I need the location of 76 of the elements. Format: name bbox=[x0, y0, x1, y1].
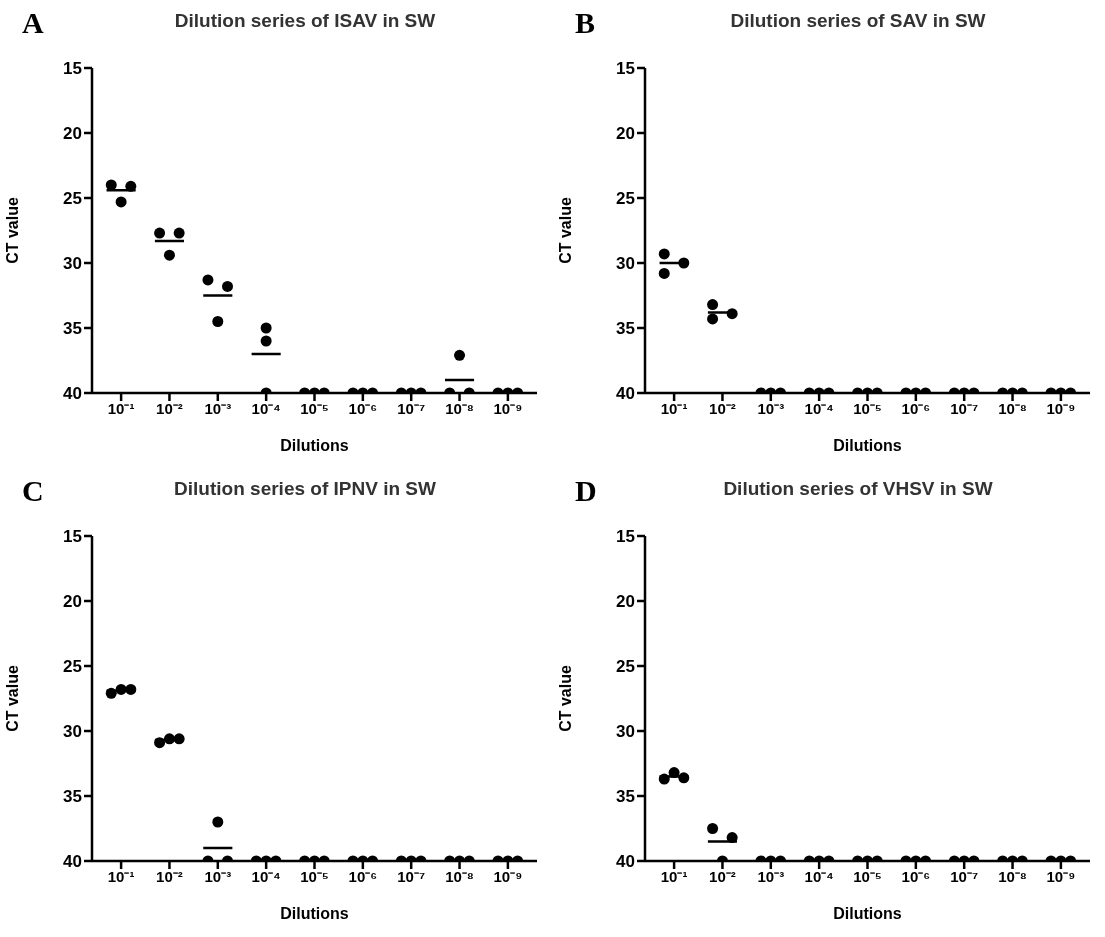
x-tick-label: 10⁻¹ bbox=[660, 867, 688, 885]
y-tick-label: 25 bbox=[63, 189, 82, 209]
x-tick-label: 10⁻⁶ bbox=[348, 867, 378, 885]
y-axis-title: CT value bbox=[556, 665, 574, 732]
x-axis-title: Dilutions bbox=[280, 905, 349, 922]
x-tick-label: 10⁻² bbox=[156, 867, 183, 885]
x-tick-label: 10⁻⁴ bbox=[804, 399, 834, 417]
y-tick-label: 35 bbox=[616, 787, 635, 807]
y-tick-label: 40 bbox=[63, 384, 82, 404]
x-tick-label: 10⁻⁷ bbox=[397, 867, 426, 885]
x-tick-label: 10⁻⁷ bbox=[950, 867, 979, 885]
y-tick-label: 20 bbox=[616, 124, 635, 144]
x-axis-title: Dilutions bbox=[833, 905, 902, 922]
y-tick-label: 35 bbox=[63, 319, 82, 339]
x-tick-label: 10⁻⁹ bbox=[493, 867, 523, 885]
x-tick-label: 10⁻¹ bbox=[107, 867, 135, 885]
y-axis-title: CT value bbox=[3, 665, 21, 732]
chart-title: Dilution series of VHSV in SW bbox=[722, 478, 994, 500]
y-tick-label: 20 bbox=[63, 124, 82, 144]
x-axis-title: Dilutions bbox=[833, 437, 902, 454]
x-tick-label: 10⁻² bbox=[156, 399, 183, 417]
chart-title: Dilution series of SAV in SW bbox=[729, 10, 987, 32]
x-tick-label: 10⁻⁴ bbox=[251, 867, 281, 885]
y-tick-label: 15 bbox=[63, 59, 82, 79]
y-tick-label: 25 bbox=[616, 657, 635, 677]
text: B bbox=[575, 6, 596, 40]
x-tick-label: 10⁻³ bbox=[757, 399, 785, 417]
text: C bbox=[22, 474, 44, 508]
x-tick-label: 10⁻³ bbox=[204, 399, 232, 417]
y-tick-label: 20 bbox=[63, 592, 82, 612]
y-tick-label: 20 bbox=[616, 592, 635, 612]
x-tick-label: 10⁻⁸ bbox=[445, 399, 474, 417]
x-tick-label: 10⁻⁹ bbox=[493, 399, 523, 417]
y-tick-label: 25 bbox=[63, 657, 82, 677]
x-tick-label: 10⁻⁵ bbox=[853, 867, 882, 885]
x-tick-label: 10⁻⁵ bbox=[300, 399, 329, 417]
x-tick-label: 10⁻⁷ bbox=[397, 399, 426, 417]
chart-title: Dilution series of ISAV in SW bbox=[173, 10, 437, 32]
y-tick-label: 30 bbox=[616, 722, 635, 742]
y-tick-label: 30 bbox=[63, 254, 82, 274]
x-tick-label: 10⁻¹ bbox=[107, 399, 135, 417]
x-tick-label: 10⁻⁸ bbox=[998, 399, 1027, 417]
y-tick-label: 35 bbox=[616, 319, 635, 339]
y-tick-label: 40 bbox=[63, 852, 82, 872]
y-axis-title: CT value bbox=[556, 197, 574, 264]
x-tick-label: 10⁻⁶ bbox=[901, 867, 931, 885]
text: D bbox=[575, 474, 597, 508]
x-tick-label: 10⁻⁹ bbox=[1046, 399, 1076, 417]
y-tick-label: 15 bbox=[616, 527, 635, 547]
x-tick-label: 10⁻⁶ bbox=[348, 399, 378, 417]
y-tick-label: 40 bbox=[616, 852, 635, 872]
x-tick-label: 10⁻⁵ bbox=[300, 867, 329, 885]
x-tick-label: 10⁻⁸ bbox=[445, 867, 474, 885]
x-tick-label: 10⁻⁴ bbox=[804, 867, 834, 885]
y-tick-label: 15 bbox=[616, 59, 635, 79]
y-tick-label: 15 bbox=[63, 527, 82, 547]
x-tick-label: 10⁻⁷ bbox=[950, 399, 979, 417]
y-tick-label: 40 bbox=[616, 384, 635, 404]
y-tick-label: 30 bbox=[616, 254, 635, 274]
x-tick-label: 10⁻³ bbox=[204, 867, 232, 885]
x-tick-label: 10⁻⁴ bbox=[251, 399, 281, 417]
x-tick-label: 10⁻⁵ bbox=[853, 399, 882, 417]
x-tick-label: 10⁻¹ bbox=[660, 399, 688, 417]
x-tick-label: 10⁻³ bbox=[757, 867, 785, 885]
y-axis-title: CT value bbox=[3, 197, 21, 264]
y-tick-label: 25 bbox=[616, 189, 635, 209]
x-tick-label: 10⁻⁸ bbox=[998, 867, 1027, 885]
x-tick-label: 10⁻⁶ bbox=[901, 399, 931, 417]
text: A bbox=[22, 6, 44, 40]
chart-title: Dilution series of IPNV in SW bbox=[173, 478, 437, 500]
x-tick-label: 10⁻² bbox=[709, 867, 736, 885]
y-tick-label: 35 bbox=[63, 787, 82, 807]
x-tick-label: 10⁻⁹ bbox=[1046, 867, 1076, 885]
y-tick-label: 30 bbox=[63, 722, 82, 742]
x-tick-label: 10⁻² bbox=[709, 399, 736, 417]
x-axis-title: Dilutions bbox=[280, 437, 349, 454]
